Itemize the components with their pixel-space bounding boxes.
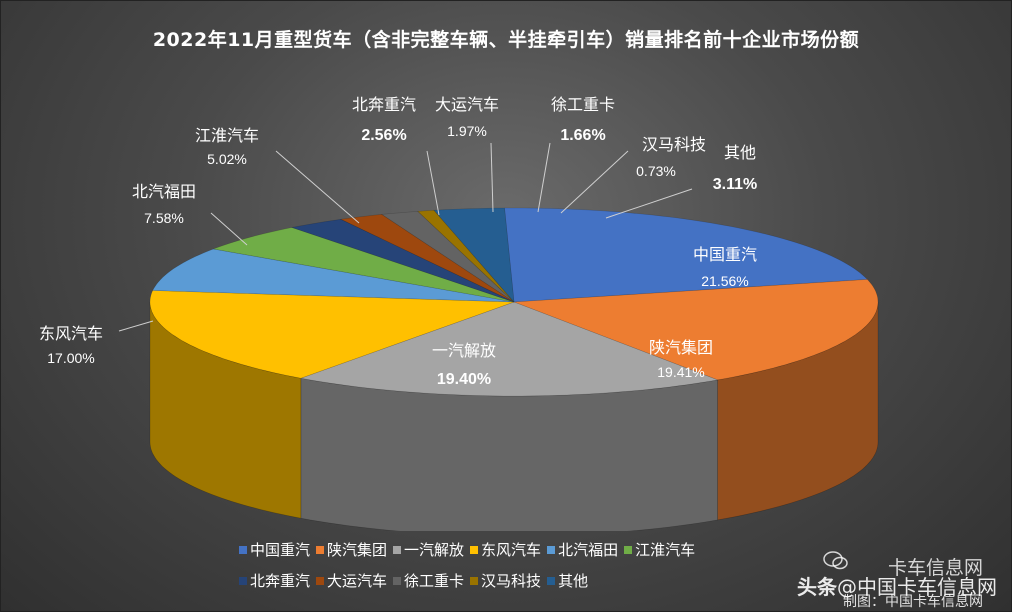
slice-label-name: 江淮汽车: [195, 126, 259, 145]
legend-item: 东风汽车: [470, 539, 541, 560]
pie-slice-4: [152, 248, 515, 303]
legend-label: 东风汽车: [481, 541, 542, 559]
legend-item: 中国重汽: [239, 539, 310, 560]
slice-label-value: 19.41%: [657, 364, 704, 380]
legend-row: 中国重汽 陕汽集团 一汽解放 东风汽车 北汽福田 江淮汽车: [239, 539, 799, 560]
slice-label-value: 7.58%: [144, 210, 184, 226]
slice-label-name: 中国重汽: [693, 245, 757, 264]
legend-item: 北汽福田: [547, 539, 618, 560]
pie-slice-8: [380, 210, 515, 303]
legend-swatch: [470, 576, 479, 585]
slice-label-name: 徐工重卡: [551, 95, 615, 114]
legend-label: 江淮汽车: [635, 541, 696, 559]
legend-label: 北奔重汽: [250, 572, 311, 590]
legend-label: 陕汽集团: [327, 541, 388, 559]
legend-item: 陕汽集团: [316, 539, 387, 560]
legend-item: 徐工重卡: [393, 570, 464, 591]
leader-line-7: [490, 142, 494, 213]
legend-row: 北奔重汽 大运汽车 徐工重卡 汉马科技 其他: [239, 570, 799, 591]
watermark-prefix: 头条: [797, 575, 837, 599]
legend-item: 江淮汽车: [624, 539, 695, 560]
slice-label-value: 5.02%: [207, 151, 247, 167]
legend-swatch: [316, 545, 325, 554]
legend-label: 其他: [558, 572, 589, 590]
legend-label: 大运汽车: [327, 572, 388, 590]
legend-swatch: [547, 545, 556, 554]
slice-label-value: 1.66%: [560, 127, 605, 144]
leader-line-10: [605, 188, 693, 219]
slice-label-name: 北汽福田: [132, 182, 196, 201]
leader-line-3: [118, 320, 154, 332]
legend-item: 大运汽车: [316, 570, 387, 591]
slice-label-value: 0.73%: [636, 163, 676, 179]
legend-item: 一汽解放: [393, 539, 464, 560]
legend-label: 汉马科技: [481, 572, 542, 590]
legend-label: 北汽福田: [558, 541, 619, 559]
leader-line-9: [560, 150, 629, 214]
pie-sides: [149, 301, 879, 531]
pie-slice-5: [212, 227, 515, 303]
pie-labels: 中国重汽 21.56% 陕汽集团 19.41% 一汽解放 19.40% 东风汽车 17.00%…: [39, 95, 757, 388]
pie-slice-0: [504, 207, 869, 303]
legend-swatch: [316, 576, 325, 585]
wechat-icon: [823, 551, 848, 570]
slice-label-name: 大运汽车: [435, 95, 499, 114]
legend: 中国重汽 陕汽集团 一汽解放 东风汽车 北汽福田 江淮汽车 北奔重汽 大运汽车 徐工重卡 汉马科…: [239, 539, 799, 601]
pie-slice-10: [433, 207, 515, 303]
slice-label-value: 17.00%: [47, 350, 94, 366]
legend-label: 一汽解放: [404, 541, 465, 559]
legend-item: 北奔重汽: [239, 570, 310, 591]
slice-label-value: 2.56%: [361, 127, 406, 144]
legend-swatch: [239, 576, 247, 585]
slice-label-value: 19.40%: [437, 371, 491, 388]
legend-swatch: [393, 545, 402, 554]
legend-swatch: [470, 545, 479, 554]
slice-label-name: 北奔重汽: [352, 95, 416, 114]
slice-label-value: 1.97%: [447, 123, 487, 139]
pie-slice-6: [290, 218, 515, 303]
slice-label-name: 陕汽集团: [649, 338, 713, 357]
leader-line-4: [210, 212, 248, 246]
pie-chart: 中国重汽 21.56% 陕汽集团 19.41% 一汽解放 19.40% 东风汽车 17.00%…: [39, 95, 879, 531]
legend-swatch: [547, 576, 556, 585]
slice-label-value: 3.11%: [713, 176, 757, 193]
legend-item: 汉马科技: [470, 570, 541, 591]
legend-swatch: [239, 545, 247, 554]
pie-slice-7: [339, 214, 515, 303]
pie-leaders: [118, 142, 693, 332]
slice-label-name: 一汽解放: [432, 341, 496, 360]
slice-label-name: 东风汽车: [39, 324, 103, 343]
pie-side-2: [300, 377, 718, 531]
leader-line-6: [426, 150, 440, 216]
legend-label: 徐工重卡: [404, 572, 465, 590]
slice-label-value: 21.56%: [701, 273, 748, 289]
pie-slice-3: [149, 290, 515, 379]
legend-swatch: [393, 576, 402, 585]
legend-swatch: [624, 545, 633, 554]
watermark-brand: 卡车信息网: [887, 557, 983, 579]
slice-label-name: 其他: [724, 143, 756, 162]
watermark-credit: 制图：中国卡车信息网: [843, 594, 983, 610]
leader-line-5: [275, 150, 360, 224]
pie-side-3: [149, 301, 302, 519]
pie-slice-2: [299, 301, 719, 397]
pie-slice-9: [417, 209, 515, 303]
chart-title: 2022年11月重型货车（含非完整车辆、半挂牵引车）销量排名前十企业市场份额: [152, 29, 860, 51]
pie-slice-1: [513, 279, 879, 381]
slice-label-name: 汉马科技: [642, 135, 706, 154]
watermark-handle: @中国卡车信息网: [837, 575, 997, 599]
legend-label: 中国重汽: [250, 541, 311, 559]
watermark-toutiao: 头条@中国卡车信息网: [797, 571, 997, 600]
legend-item: 其他: [547, 570, 588, 591]
leader-line-8: [537, 142, 551, 213]
pie-top: [149, 207, 879, 397]
